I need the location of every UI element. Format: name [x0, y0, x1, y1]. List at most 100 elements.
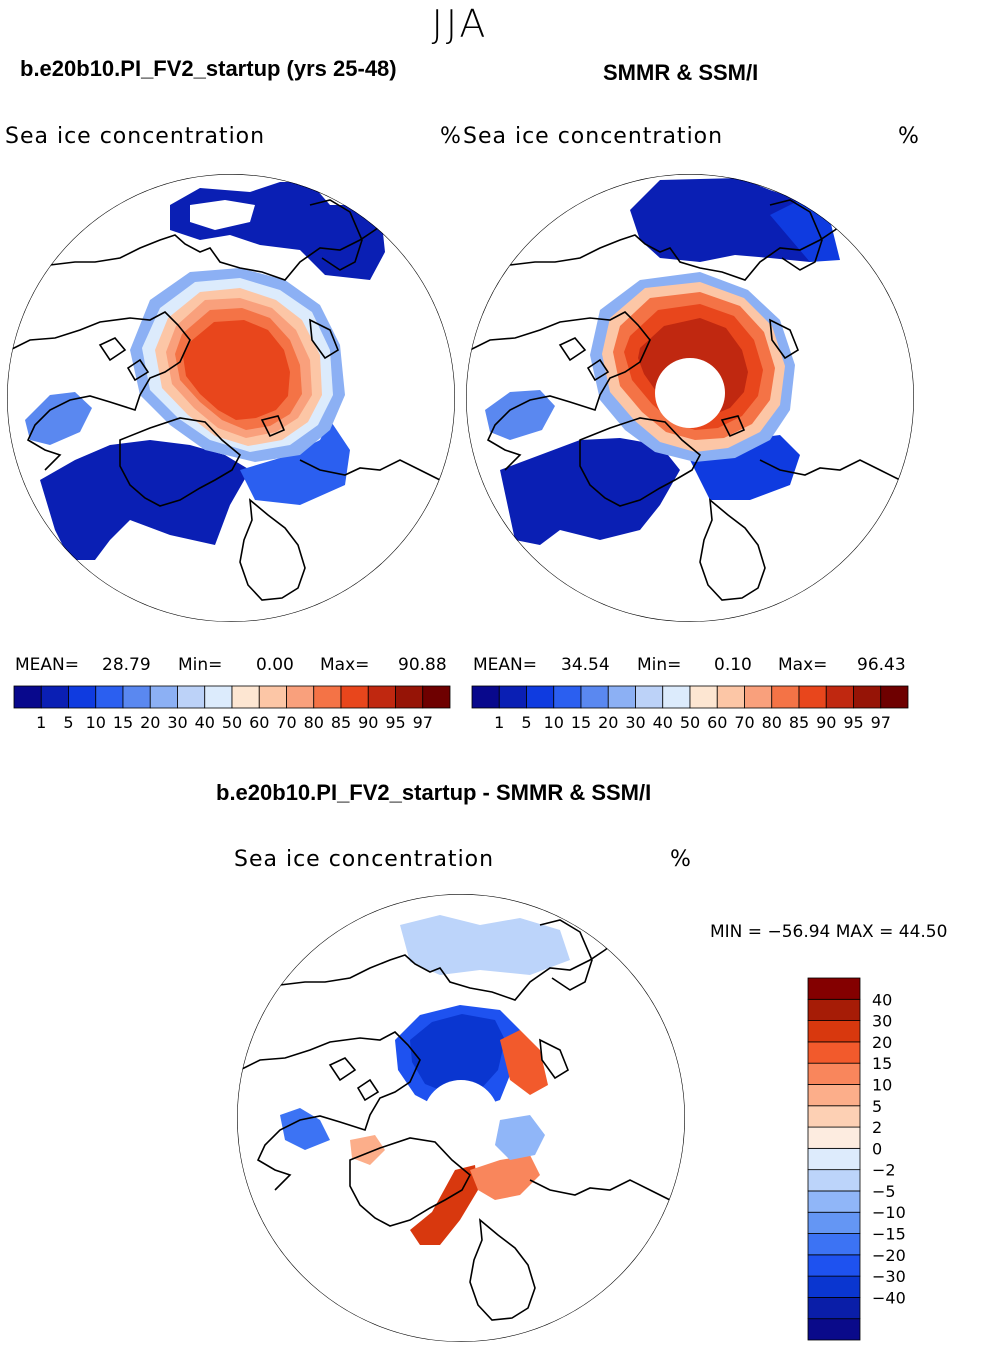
obs-colorbar-tick-label: 85 — [789, 713, 809, 732]
obs-min-label: Min= — [637, 655, 682, 675]
model-colorbar-color-box — [204, 685, 233, 709]
diff-colorbar-tick-label: 2 — [872, 1118, 882, 1137]
diff-field — [280, 915, 570, 1245]
model-colorbar-tick-label: 90 — [358, 713, 378, 732]
obs-hudson-ice — [485, 390, 555, 440]
model-colorbar-color-box — [395, 685, 424, 709]
diff-canada-minus — [280, 1108, 330, 1150]
obs-colorbar-color-box — [498, 685, 527, 709]
obs-coastlines — [469, 199, 901, 601]
model-colorbar-color-box — [340, 685, 369, 709]
model-colorbar-color-box — [367, 685, 396, 709]
diff-colorbar-tick-label: 5 — [872, 1097, 882, 1116]
obs-max-label: Max= — [778, 655, 828, 675]
model-colorbar-color-box — [286, 685, 315, 709]
model-colorbar-tick-label: 40 — [195, 713, 215, 732]
model-novaya-zemlya — [309, 318, 339, 360]
obs-pacific-band — [630, 178, 835, 262]
diff-colorbar-color-box — [807, 1105, 861, 1128]
obs-colorbar-tick-label: 97 — [871, 713, 891, 732]
diff-colorbar-tick-label: 40 — [872, 990, 892, 1009]
diff-alaska-canada-coast — [239, 1031, 421, 1191]
model-colorbar-color-box — [122, 685, 151, 709]
model-colorbar-color-box — [95, 685, 124, 709]
model-colorbar-color-box — [40, 685, 69, 709]
obs-siberia-coast — [509, 217, 851, 281]
model-colorbar-tick-label: 30 — [167, 713, 187, 732]
diff-archipelago-1 — [328, 1057, 357, 1082]
diff-colorbar-color-box — [807, 1169, 861, 1192]
obs-map — [466, 174, 914, 622]
model-panel-title: b.e20b10.PI_FV2_startup (yrs 25-48) — [20, 56, 397, 81]
model-scandinavia-coast — [239, 498, 306, 601]
model-pacific-gap — [190, 200, 255, 230]
obs-colorbar-tick-label: 5 — [521, 713, 531, 732]
diff-panel-title: b.e20b10.PI_FV2_startup - SMMR & SSM/I — [216, 780, 652, 805]
model-greenland-coast — [119, 417, 242, 507]
diff-colorbar-color-box — [807, 1254, 861, 1277]
diff-greenland-plus — [410, 1165, 478, 1245]
diff-colorbar-color-box — [807, 1190, 861, 1213]
model-colorbar-tick-label: 80 — [304, 713, 324, 732]
diff-barents-plus — [470, 1155, 540, 1200]
obs-colorbar-color-box — [580, 685, 609, 709]
diff-pacific-light — [400, 915, 570, 975]
model-colorbar-tick-label: 95 — [385, 713, 405, 732]
obs-alaska-canada-coast — [469, 311, 651, 471]
obs-colorbar-tick-label: 10 — [544, 713, 564, 732]
obs-archipelago-2 — [586, 358, 610, 382]
model-colorbar-color-box — [13, 685, 42, 709]
obs-ice-field — [485, 178, 840, 545]
diff-colorbar-color-box — [807, 1211, 861, 1234]
model-svalbard — [260, 415, 286, 438]
diff-colorbar-tick-label: 0 — [872, 1139, 882, 1158]
obs-colorbar-color-box — [662, 685, 691, 709]
model-siberia-coast — [49, 217, 391, 281]
season-title: JJA — [431, 2, 489, 46]
obs-colorbar-tick-label: 70 — [734, 713, 754, 732]
model-colorbar: 1 5 10 15 20 30 40 50 60 70 80 85 90 95 97 — [13, 685, 451, 732]
model-max-label: Max= — [320, 655, 370, 675]
diff-barents-minus — [495, 1115, 545, 1160]
diff-colorbar-color-box — [807, 1062, 861, 1085]
obs-colorbar-tick-label: 95 — [843, 713, 863, 732]
obs-archipelago-1 — [558, 337, 587, 362]
diff-archipelago-2 — [356, 1078, 380, 1102]
diff-colorbar-tick-label: 20 — [872, 1033, 892, 1052]
obs-colorbar-color-box — [635, 685, 664, 709]
model-labrador-ice — [240, 420, 350, 505]
diff-baffin-plus — [350, 1135, 385, 1165]
diff-colorbar-tick-label: −10 — [872, 1203, 906, 1222]
diff-colorbar-color-box — [807, 1020, 861, 1043]
obs-colorbar-color-box — [825, 685, 854, 709]
diff-colorbar-color-box — [807, 1275, 861, 1298]
diff-field-label: Sea ice concentration — [234, 847, 495, 872]
diff-colorbar-color-box — [807, 1126, 861, 1149]
obs-colorbar-tick-label: 50 — [680, 713, 700, 732]
obs-colorbar-color-box — [798, 685, 827, 709]
model-ice-field — [25, 182, 385, 560]
model-colorbar-tick-label: 60 — [249, 713, 269, 732]
diff-okhotsk-plus — [500, 1030, 548, 1095]
obs-max-value: 96.43 — [857, 655, 906, 675]
model-colorbar-tick-label: 20 — [140, 713, 160, 732]
model-colorbar-color-box — [231, 685, 260, 709]
diff-greenland-coast — [349, 1137, 472, 1227]
diff-novaya-zemlya — [539, 1038, 569, 1080]
model-archipelago-2 — [126, 358, 150, 382]
obs-colorbar-color-box — [526, 685, 555, 709]
obs-novaya-zemlya — [769, 318, 799, 360]
model-colorbar-tick-label: 97 — [413, 713, 433, 732]
obs-colorbar-color-box — [689, 685, 718, 709]
model-colorbar-color-box — [258, 685, 287, 709]
model-min-value: 0.00 — [256, 655, 294, 675]
diff-colorbar-tick-label: −40 — [872, 1288, 906, 1307]
model-units-label: % — [440, 124, 462, 149]
model-colorbar-tick-label: 1 — [36, 713, 46, 732]
obs-mean-label: MEAN= — [473, 655, 537, 675]
model-hudson-ice — [25, 392, 92, 445]
obs-pole-hole — [655, 358, 725, 428]
diff-colorbar-color-box — [807, 1084, 861, 1107]
obs-colorbar-color-box — [471, 685, 500, 709]
